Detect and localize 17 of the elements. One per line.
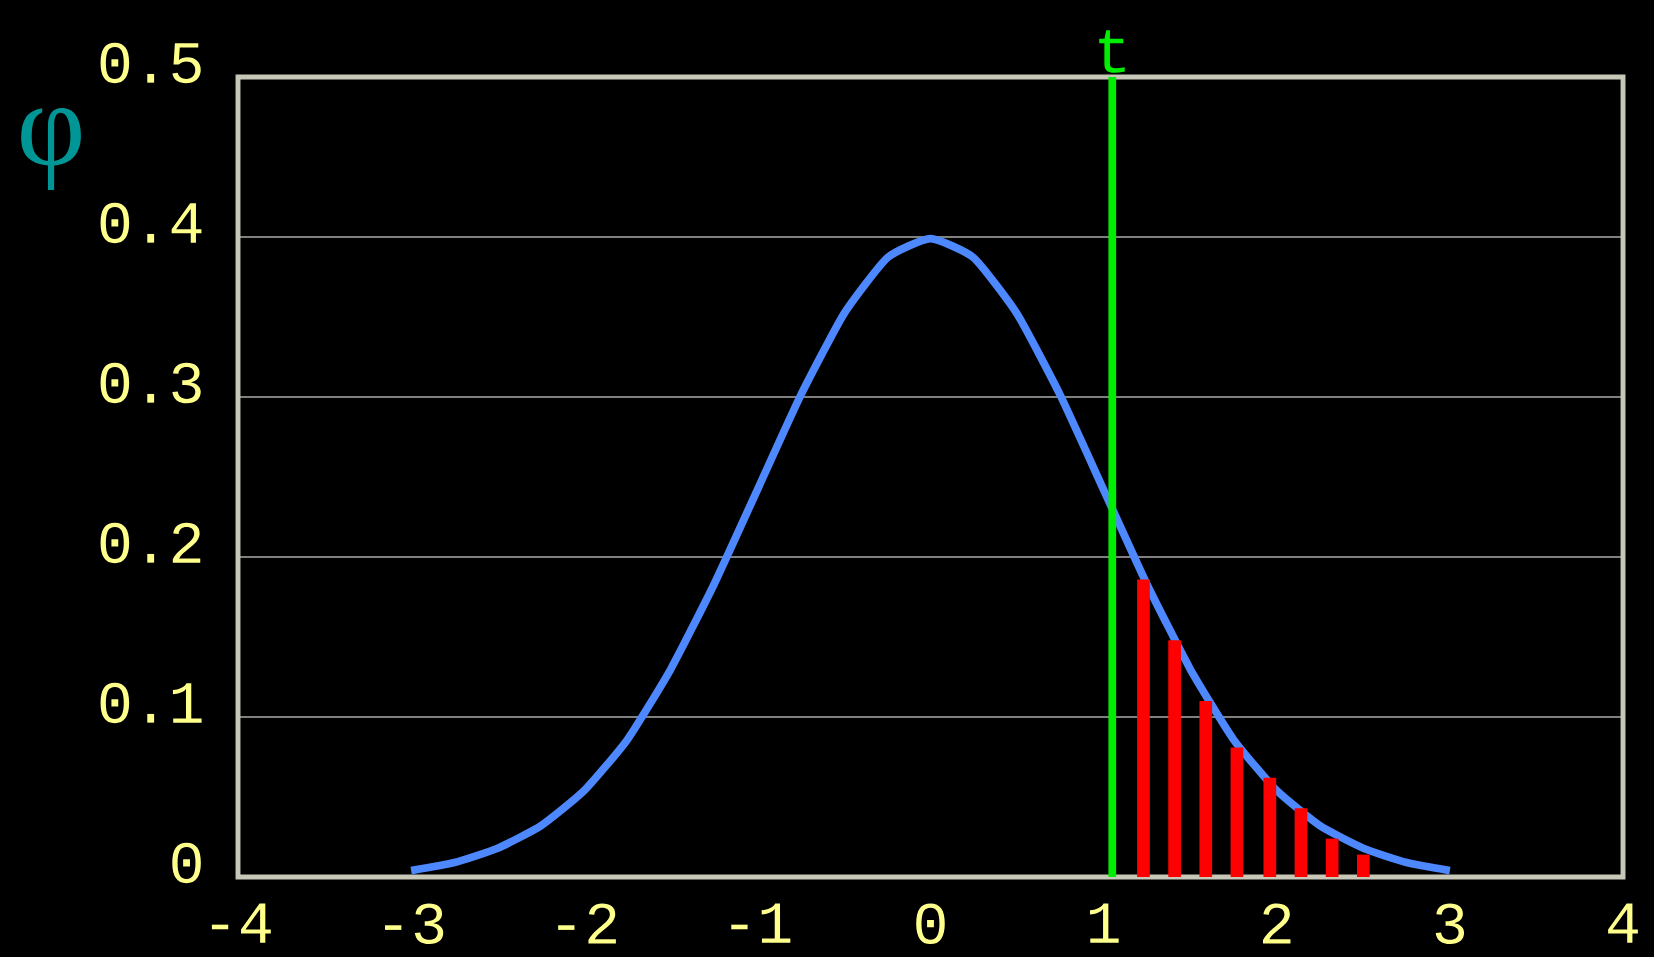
ref-line-label: t — [1099, 30, 1125, 73]
y-tick-label: 0.5 — [100, 42, 201, 84]
y-tick-label: 0 — [172, 842, 201, 884]
x-tick-label: -2 — [558, 903, 616, 944]
x-tick-label: 3 — [1435, 903, 1465, 945]
y-tick-label: 0.1 — [100, 682, 202, 724]
x-tick-label: -1 — [731, 903, 791, 943]
y-tick-label: 0.2 — [100, 522, 201, 564]
y-axis-title: φ — [21, 108, 81, 190]
y-tick-label: 0.4 — [100, 202, 202, 244]
x-tick-label: -4 — [211, 903, 271, 943]
x-tick-label: 2 — [1263, 903, 1291, 944]
x-tick-label: 0 — [916, 903, 945, 945]
x-tick-label: -3 — [385, 903, 444, 945]
x-tick-label: 4 — [1608, 903, 1638, 943]
x-tick-label: 1 — [1090, 903, 1119, 943]
y-tick-label: 0.3 — [100, 362, 201, 404]
